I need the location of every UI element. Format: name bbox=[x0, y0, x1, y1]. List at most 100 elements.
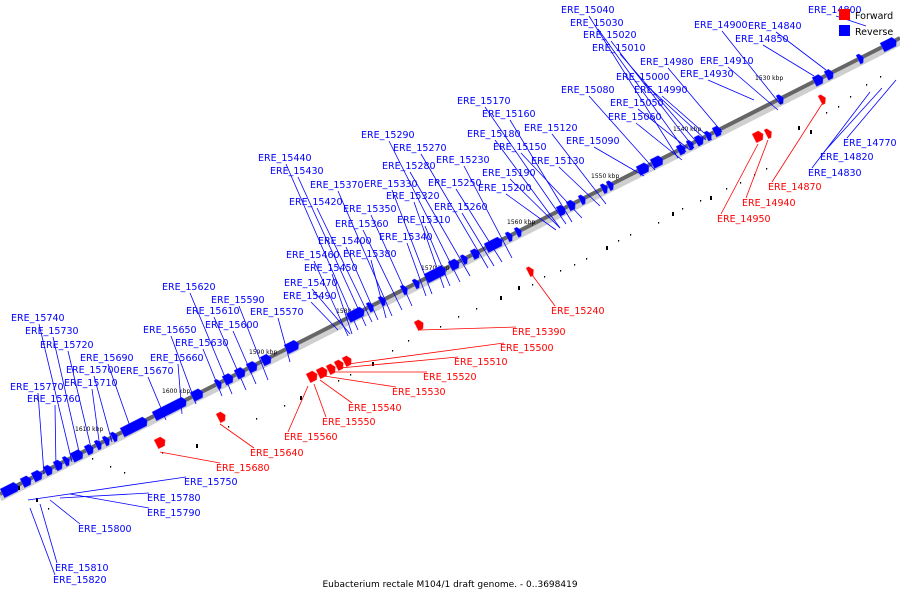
leader-line-ere-14850 bbox=[762, 44, 815, 77]
reverse-gene-block bbox=[811, 74, 824, 87]
gene-label-ere-15470: ERE_15470 bbox=[284, 278, 338, 289]
leader-line-ere-15530 bbox=[323, 375, 397, 388]
gene-label-ere-15200: ERE_15200 bbox=[478, 183, 532, 194]
leader-line-ere-14840 bbox=[775, 31, 827, 71]
reverse-gene-block bbox=[109, 431, 118, 443]
position-dot bbox=[476, 308, 478, 310]
gene-label-ere-14850: ERE_14850 bbox=[735, 34, 789, 45]
gene-label-ere-15090: ERE_15090 bbox=[566, 136, 620, 147]
gene-label-ere-15170: ERE_15170 bbox=[457, 96, 511, 107]
gene-label-ere-15120: ERE_15120 bbox=[524, 123, 578, 134]
leader-line-ere-15090 bbox=[593, 146, 645, 177]
leader-line-ere-15650 bbox=[170, 335, 197, 405]
gene-label-ere-15730: ERE_15730 bbox=[25, 326, 79, 337]
gene-label-ere-15440: ERE_15440 bbox=[258, 153, 312, 164]
leader-line-ere-15150 bbox=[520, 152, 583, 219]
position-dot bbox=[826, 112, 828, 114]
gene-label-ere-15190: ERE_15190 bbox=[482, 168, 536, 179]
position-dot bbox=[338, 380, 340, 382]
gene-label-ere-15630: ERE_15630 bbox=[175, 338, 229, 349]
leader-line-ere-15400 bbox=[345, 246, 379, 321]
gene-label-ere-15010: ERE_15010 bbox=[592, 43, 646, 54]
gene-label-ere-15770: ERE_15770 bbox=[10, 382, 64, 393]
reverse-gene-block bbox=[469, 248, 480, 261]
reverse-gene-block bbox=[577, 194, 586, 206]
reverse-gene-block bbox=[189, 388, 204, 402]
reverse-gene-block bbox=[233, 367, 246, 380]
position-dot bbox=[850, 96, 852, 98]
leader-line-ere-15440 bbox=[285, 163, 359, 331]
gene-label-ere-15320: ERE_15320 bbox=[386, 191, 440, 202]
leader-line-ere-15340 bbox=[406, 242, 427, 297]
position-dot bbox=[560, 270, 562, 272]
leader-line-ere-15280 bbox=[409, 171, 471, 277]
position-dot bbox=[672, 212, 674, 216]
gene-label-ere-15370: ERE_15370 bbox=[310, 180, 364, 191]
leader-line-ere-15120 bbox=[551, 133, 607, 205]
gene-label-ere-15240: ERE_15240 bbox=[551, 306, 605, 317]
reverse-gene-block bbox=[483, 236, 503, 253]
gene-label-ere-15750: ERE_15750 bbox=[184, 477, 238, 488]
gene-label-ere-15490: ERE_15490 bbox=[283, 291, 337, 302]
position-dot bbox=[48, 508, 50, 510]
leader-line-ere-14930 bbox=[707, 79, 755, 101]
reverse-gene-block bbox=[599, 183, 608, 195]
position-dot bbox=[300, 396, 302, 400]
leader-line-ere-15230 bbox=[463, 165, 513, 259]
gene-label-ere-14910: ERE_14910 bbox=[700, 56, 754, 67]
gene-label-ere-15720: ERE_15720 bbox=[40, 340, 94, 351]
leader-line-ere-15330 bbox=[391, 189, 433, 295]
position-dot bbox=[256, 418, 258, 420]
position-dot bbox=[544, 276, 546, 278]
leader-line-ere-15190 bbox=[509, 178, 561, 229]
reverse-gene-block bbox=[879, 37, 897, 53]
leader-line-ere-15470 bbox=[311, 288, 351, 335]
gene-label-ere-15430: ERE_15430 bbox=[270, 166, 324, 177]
reverse-gene-block bbox=[42, 464, 53, 477]
gene-label-ere-15680: ERE_15680 bbox=[216, 463, 270, 474]
reverse-gene-block bbox=[823, 69, 834, 81]
gene-label-ere-15130: ERE_15130 bbox=[531, 156, 585, 167]
gene-label-ere-15820: ERE_15820 bbox=[53, 575, 107, 586]
leader-line-ere-15550 bbox=[313, 383, 327, 418]
gene-label-ere-15520: ERE_15520 bbox=[423, 372, 477, 383]
leader-line-ere-15810 bbox=[39, 503, 58, 564]
gene-label-ere-14870: ERE_14870 bbox=[768, 182, 822, 193]
position-dot bbox=[372, 362, 374, 366]
reverse-gene-block bbox=[635, 162, 650, 176]
gene-label-ere-15540: ERE_15540 bbox=[348, 403, 402, 414]
leader-line-ere-15780 bbox=[59, 492, 150, 499]
gene-label-ere-15600: ERE_15600 bbox=[205, 320, 259, 331]
leader-line-ere-15130 bbox=[558, 166, 601, 207]
position-dot bbox=[196, 444, 198, 448]
reverse-gene-block bbox=[459, 254, 468, 266]
leader-line-ere-14900 bbox=[721, 30, 781, 105]
gene-label-ere-15650: ERE_15650 bbox=[143, 325, 197, 336]
legend-forward-label: Forward bbox=[855, 11, 893, 22]
gene-label-ere-15350: ERE_15350 bbox=[343, 204, 397, 215]
position-dot bbox=[532, 284, 534, 286]
gene-label-ere-14830: ERE_14830 bbox=[808, 168, 862, 179]
position-dot bbox=[124, 472, 126, 474]
gene-label-ere-15050: ERE_15050 bbox=[610, 98, 664, 109]
leader-line-ere-15570 bbox=[277, 317, 291, 363]
gene-label-ere-15080: ERE_15080 bbox=[561, 85, 615, 96]
reverse-gene-block bbox=[245, 360, 258, 374]
reverse-gene-block bbox=[151, 396, 187, 422]
position-dot bbox=[766, 168, 768, 170]
gene-label-ere-14950: ERE_14950 bbox=[717, 214, 771, 225]
gene-label-ere-15340: ERE_15340 bbox=[379, 232, 433, 243]
gene-label-ere-15160: ERE_15160 bbox=[482, 109, 536, 120]
reverse-gene-block bbox=[19, 475, 32, 489]
position-dot bbox=[866, 84, 868, 86]
reverse-gene-block bbox=[259, 353, 272, 367]
gene-label-ere-15620: ERE_15620 bbox=[162, 282, 216, 293]
leader-line-ere-15380 bbox=[370, 259, 387, 319]
leader-line-ere-15450 bbox=[331, 273, 353, 335]
gene-label-ere-15420: ERE_15420 bbox=[289, 197, 343, 208]
gene-label-ere-15690: ERE_15690 bbox=[80, 353, 134, 364]
reverse-gene-block bbox=[855, 53, 864, 65]
position-dot bbox=[780, 102, 782, 104]
gene-label-ere-14900: ERE_14900 bbox=[694, 20, 748, 31]
gene-label-ere-15740: ERE_15740 bbox=[11, 313, 65, 324]
